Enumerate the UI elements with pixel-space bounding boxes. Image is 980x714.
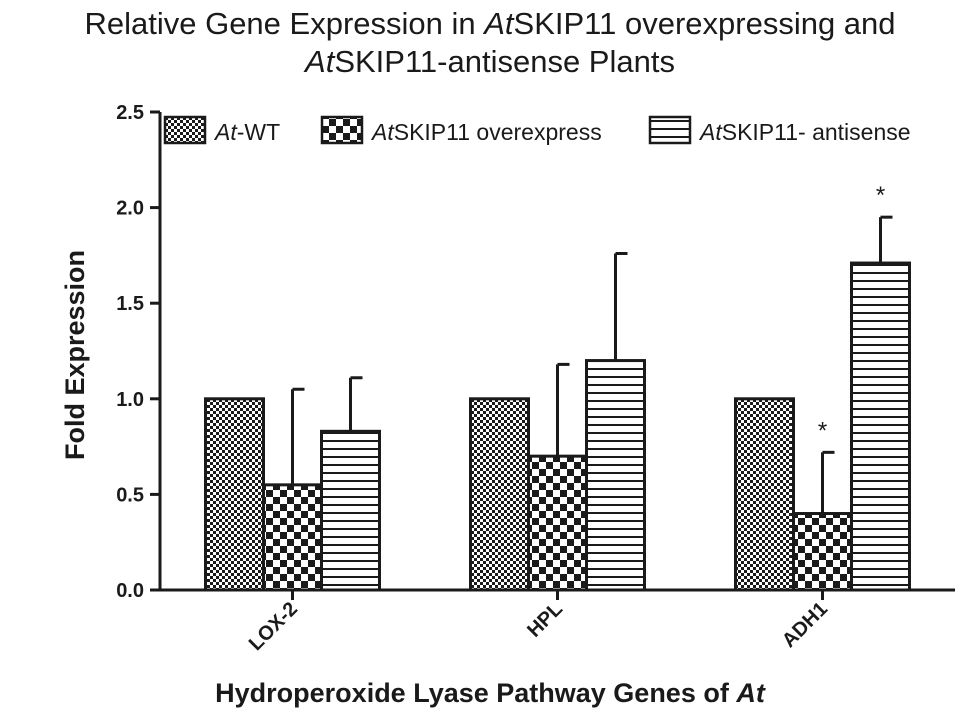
x-axis-title: Hydroperoxide Lyase Pathway Genes of At	[215, 678, 766, 708]
legend-entry: AtSKIP11- antisense	[698, 119, 911, 145]
bar	[262, 483, 323, 592]
bar	[527, 454, 588, 592]
y-tick-label: 2.5	[116, 102, 144, 124]
y-tick-label: 0.0	[116, 580, 144, 602]
x-tick-label: HPL	[523, 598, 567, 642]
bar	[792, 512, 853, 592]
y-tick-label: 1.0	[116, 389, 144, 411]
y-tick-label: 1.5	[116, 293, 144, 315]
bar	[850, 261, 911, 592]
legend-entry: At-WT	[213, 119, 280, 145]
legend: At-WT AtSKIP11 overexpress AtSKIP11- antis…	[163, 115, 911, 145]
y-tick-label: 2.0	[116, 198, 144, 220]
bar	[204, 397, 265, 592]
legend-swatch	[320, 115, 364, 145]
significance-star: *	[818, 417, 827, 444]
y-tick-label: 0.5	[116, 484, 144, 506]
y-axis-title: Fold Expression	[60, 250, 90, 460]
bar	[585, 359, 646, 592]
x-tick-label: LOX-2	[245, 598, 302, 655]
legend-swatch	[163, 115, 207, 145]
x-tick-label: ADH1	[778, 598, 832, 652]
error-bars: **	[291, 182, 893, 514]
legend-entry: AtSKIP11 overexpress	[370, 119, 602, 145]
bars	[204, 261, 911, 592]
chart-title-line-2: AtSKIP11-antisense Plants	[303, 44, 675, 79]
bar	[734, 397, 795, 592]
legend-swatch	[648, 115, 692, 145]
significance-star: *	[876, 182, 885, 209]
bar	[469, 397, 530, 592]
bar	[320, 429, 381, 592]
chart-title-line-1: Relative Gene Expression in AtSKIP11 ove…	[84, 6, 895, 41]
